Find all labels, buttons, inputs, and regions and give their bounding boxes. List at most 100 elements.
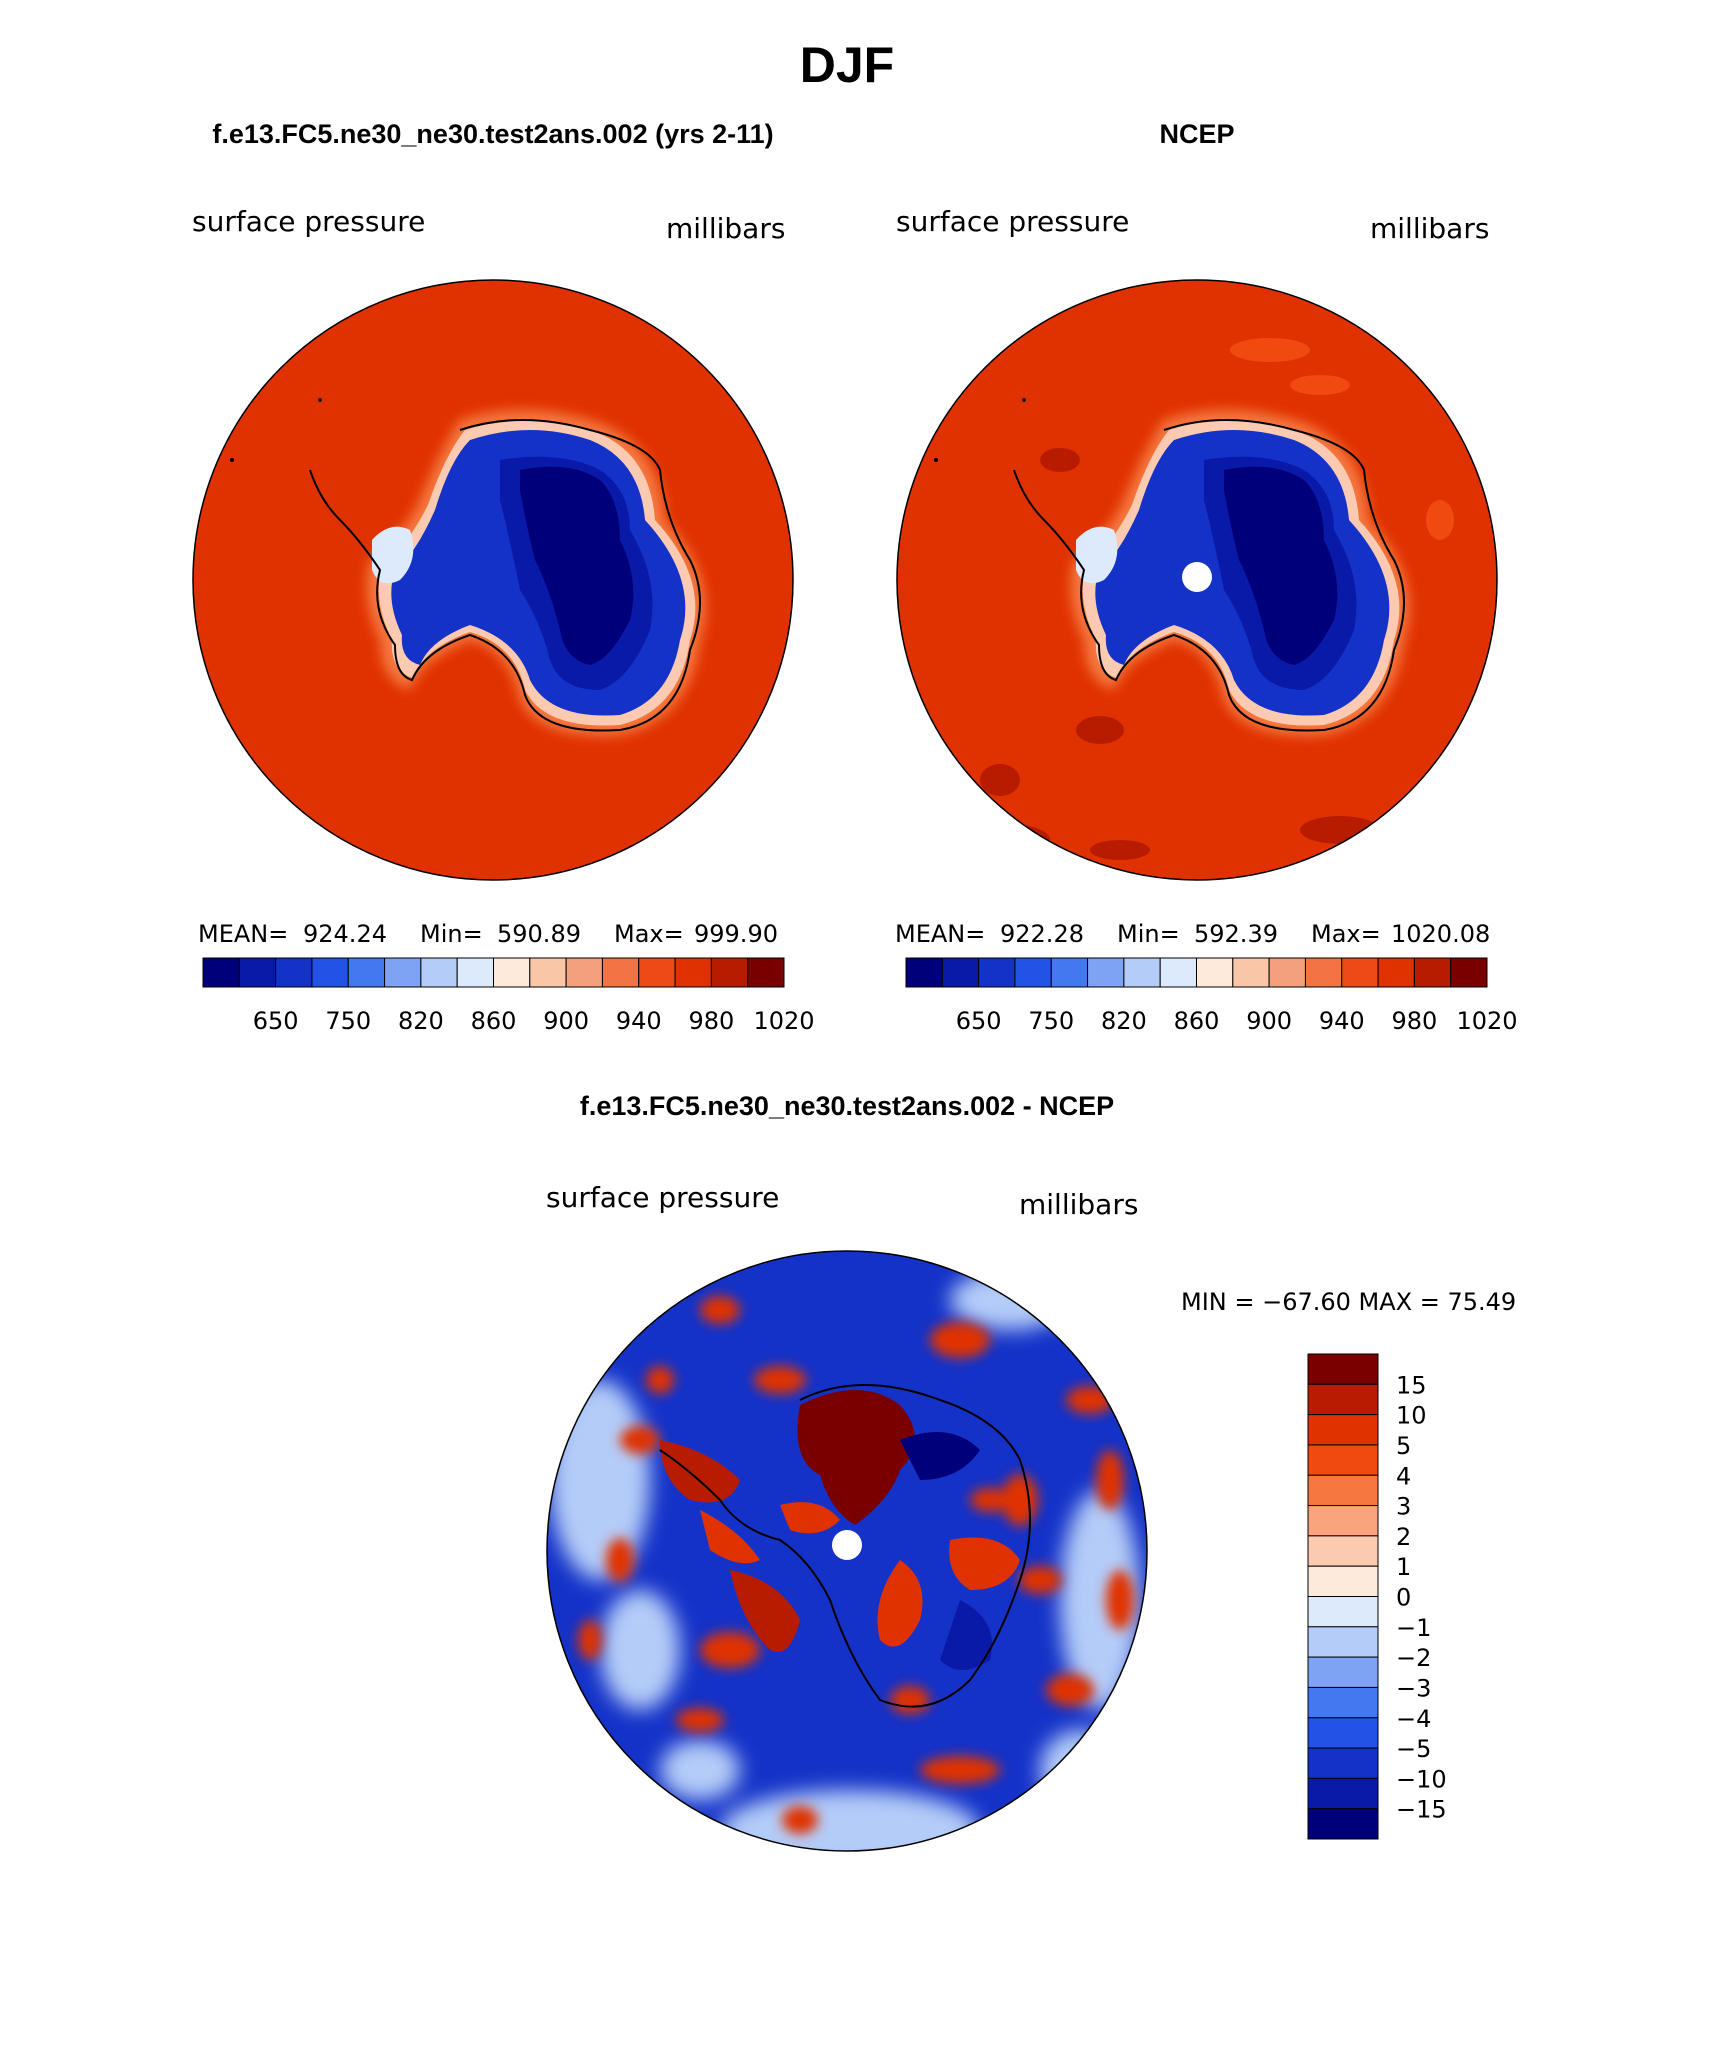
map-model — [192, 279, 794, 881]
colorbar-tick-label: −5 — [1396, 1735, 1431, 1763]
colorbar-tick-label: 650 — [956, 1007, 1002, 1035]
colorbar-swatch — [1307, 1353, 1379, 1385]
colorbar-swatch — [202, 957, 240, 988]
colorbar-swatch — [456, 957, 494, 988]
colorbar-swatch — [275, 957, 313, 988]
colorbar-tick-label: 3 — [1396, 1493, 1411, 1521]
colorbar-tick-label: 15 — [1396, 1371, 1427, 1399]
colorbar-swatch — [1307, 1777, 1379, 1810]
colorbar-tick-label: −2 — [1396, 1644, 1431, 1672]
colorbar-swatch — [1307, 1505, 1379, 1537]
colorbar-swatch — [493, 957, 531, 988]
colorbar-swatch — [978, 957, 1016, 988]
colorbar-tick-label: 4 — [1396, 1462, 1411, 1490]
colorbar-swatch — [1307, 1596, 1379, 1628]
colorbar-tick-label: 940 — [616, 1007, 662, 1035]
colorbar-swatch — [529, 957, 567, 988]
colorbar-swatch — [1413, 957, 1452, 988]
colorbar-swatch — [1307, 1414, 1379, 1446]
colorbar-swatch — [1196, 957, 1234, 988]
max-label: Max= — [614, 920, 684, 948]
map-difference — [546, 1250, 1148, 1852]
colorbar-swatch — [1268, 957, 1306, 988]
min-value: 590.89 — [497, 920, 581, 948]
colorbar-swatch — [747, 957, 785, 988]
colorbar-swatch — [1307, 1565, 1379, 1597]
variable-label-diff: surface pressure — [546, 1181, 779, 1214]
colorbar-swatch — [1307, 1686, 1379, 1719]
colorbar-tick-label: 750 — [325, 1007, 371, 1035]
colorbar-swatch — [674, 957, 712, 988]
variable-label-obs: surface pressure — [896, 205, 1129, 238]
colorbar-swatch — [1307, 1656, 1379, 1688]
colorbar-tick-label: 820 — [1101, 1007, 1147, 1035]
colorbar-tick-label: 980 — [1391, 1007, 1437, 1035]
units-label-model: millibars — [666, 212, 785, 245]
colorbar-swatch — [1307, 1383, 1379, 1416]
colorbar-tick-label: 5 — [1396, 1432, 1411, 1460]
pole-hole-diff — [832, 1530, 862, 1560]
colorbar-tick-label: 900 — [1246, 1007, 1292, 1035]
stats-obs: MEAN= 922.28 Min= 592.39 Max= 1020.08 — [895, 920, 1490, 948]
colorbar-swatch — [1307, 1535, 1379, 1567]
colorbar-swatch — [1014, 957, 1052, 988]
colorbar-tick-label: 0 — [1396, 1584, 1411, 1612]
colorbar-tick-label: 750 — [1028, 1007, 1074, 1035]
colorbar-swatch — [1341, 957, 1379, 988]
difference-title: f.e13.FC5.ne30_ne30.test2ans.002 - NCEP — [580, 1091, 1114, 1121]
colorbar-tick-label: 900 — [543, 1007, 589, 1035]
colorbar-swatch — [638, 957, 676, 988]
page-title: DJF — [800, 37, 894, 93]
colorbar-tick-label: −1 — [1396, 1614, 1431, 1642]
max-value: 1020.08 — [1391, 920, 1490, 948]
colorbar-swatch — [1307, 1808, 1379, 1840]
pole-hole-obs — [1182, 562, 1212, 592]
min-label: Min= — [1117, 920, 1180, 948]
colorbar-swatch — [1307, 1717, 1379, 1749]
colorbar-swatch — [384, 957, 422, 988]
colorbar-swatch — [1087, 957, 1125, 988]
min-value: 592.39 — [1194, 920, 1278, 948]
colorbar-swatch — [420, 957, 458, 988]
colorbar-swatch — [1307, 1444, 1379, 1476]
colorbar-swatch — [1304, 957, 1343, 988]
colorbar-tick-label: 1020 — [1456, 1007, 1517, 1035]
units-label-obs: millibars — [1370, 212, 1489, 245]
colorbar-model: 650 750 820 860 900 940 980 1020 — [202, 957, 815, 1035]
units-label-diff: millibars — [1019, 1188, 1138, 1221]
colorbar-swatch — [1450, 957, 1488, 988]
colorbar-tick-label: −10 — [1396, 1765, 1447, 1793]
colorbar-tick-label: 860 — [471, 1007, 517, 1035]
colorbar-tick-label: 1020 — [753, 1007, 814, 1035]
colorbar-swatch — [347, 957, 386, 988]
colorbar-swatch — [710, 957, 749, 988]
colorbar-swatch — [1159, 957, 1197, 988]
max-value: 999.90 — [694, 920, 778, 948]
colorbar-tick-label: −3 — [1396, 1674, 1431, 1702]
colorbar-swatch — [1377, 957, 1415, 988]
colorbar-tick-label: 980 — [688, 1007, 734, 1035]
colorbar-swatch — [941, 957, 980, 988]
colorbar-obs: 650 750 820 860 900 940 980 1020 — [905, 957, 1518, 1035]
stats-model: MEAN= 924.24 Min= 590.89 Max= 999.90 — [198, 920, 778, 948]
colorbar-swatch — [565, 957, 603, 988]
colorbar-tick-label: −4 — [1396, 1705, 1431, 1733]
colorbar-tick-label: 1 — [1396, 1553, 1411, 1581]
mean-value: 922.28 — [1000, 920, 1084, 948]
mean-label: MEAN= — [895, 920, 985, 948]
colorbar-tick-label: 10 — [1396, 1402, 1427, 1430]
colorbar-swatch — [1307, 1474, 1379, 1507]
max-label: Max= — [1311, 920, 1381, 948]
colorbar-swatch — [1232, 957, 1270, 988]
colorbar-tick-label: −15 — [1396, 1796, 1447, 1824]
colorbar-swatch — [601, 957, 640, 988]
colorbar-swatch — [238, 957, 277, 988]
min-label: Min= — [420, 920, 483, 948]
map-obs — [896, 279, 1498, 881]
panel-title-model: f.e13.FC5.ne30_ne30.test2ans.002 (yrs 2-… — [212, 119, 773, 149]
colorbar-tick-label: 650 — [253, 1007, 299, 1035]
colorbar-swatch — [1307, 1747, 1379, 1779]
mean-value: 924.24 — [303, 920, 387, 948]
